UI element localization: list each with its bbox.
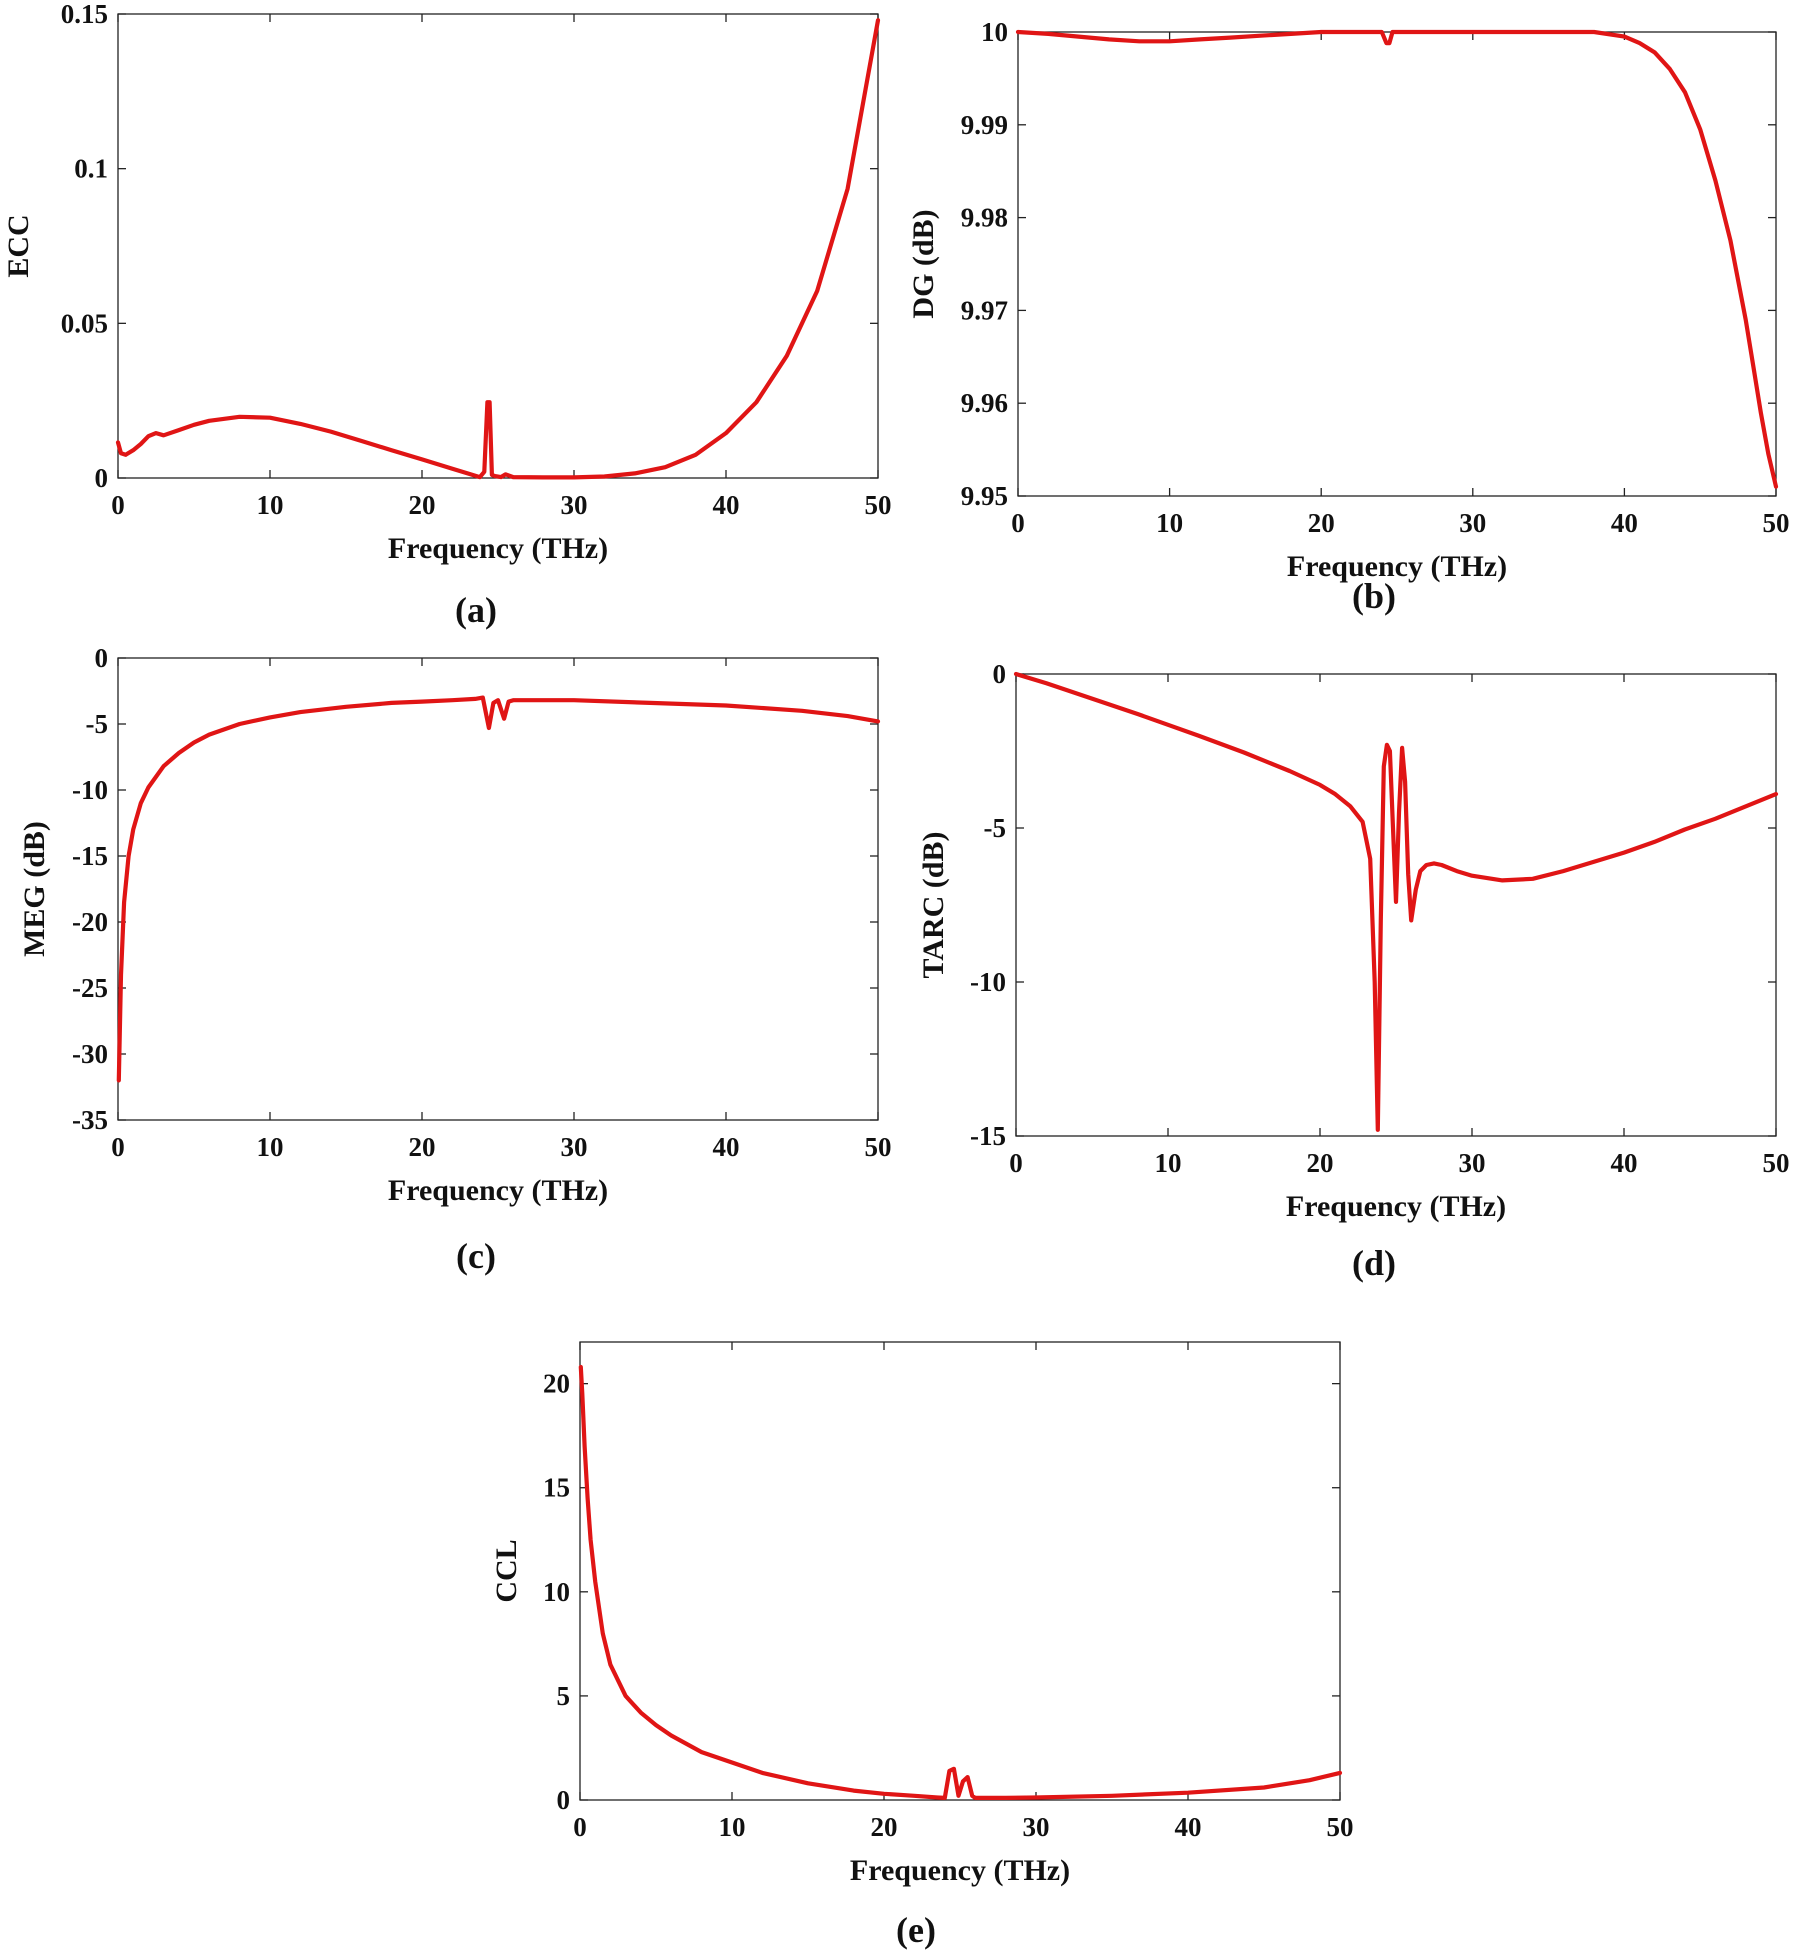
y-tick-label: 20 [543,1369,570,1399]
x-tick-label: 20 [1307,1148,1334,1178]
axes-frame [117,657,879,1121]
y-tick-label: 0 [95,643,109,673]
chart-e: 0 10 20 30 40 50 0 5 10 15 20 Frequency (THz) CCL (e) [490,1341,1354,1950]
series-line [116,695,881,1083]
x-tick-label: 10 [257,1132,284,1162]
x-tick-label: 40 [1611,508,1638,538]
y-tick-label: -20 [72,907,108,937]
y-tick-label: 15 [543,1473,570,1503]
y-tick-label: -5 [984,813,1007,843]
x-tick-label: 40 [1175,1812,1202,1842]
x-tick-label: 50 [865,490,892,520]
y-tick-label: 0 [557,1785,571,1815]
series-line [1015,29,1779,489]
x-tick-label: 20 [1308,508,1335,538]
axes-frame [1015,673,1777,1137]
x-tick-label: 30 [1459,1148,1486,1178]
axes-frame [117,13,879,479]
y-tick-label: 9.96 [961,388,1008,418]
y-tick-label: -5 [86,709,109,739]
panel-label: (c) [456,1236,496,1276]
y-tick-label: 9.98 [961,203,1008,233]
y-axis-label: TARC (dB) [917,832,950,979]
y-tick-label: 9.99 [961,110,1008,140]
x-tick-label: 10 [257,490,284,520]
x-tick-label: 0 [111,1132,125,1162]
x-tick-label: 20 [871,1812,898,1842]
x-tick-label: 0 [573,1812,587,1842]
y-axis-label: MEG (dB) [18,821,51,957]
y-tick-label: -10 [72,775,108,805]
panel-label: (b) [1352,576,1396,616]
x-tick-label: 40 [713,490,740,520]
y-tick-label: 0 [993,659,1007,689]
y-axis-label: CCL [490,1539,523,1602]
y-tick-label: -25 [72,973,108,1003]
x-tick-label: 50 [1763,508,1790,538]
y-tick-label: 0.15 [61,0,108,29]
x-tick-label: 10 [1156,508,1183,538]
y-tick-label: 10 [981,17,1008,47]
x-tick-label: 40 [1611,1148,1638,1178]
panel-label: (a) [455,590,497,630]
x-axis-label: Frequency (THz) [1287,550,1507,583]
x-tick-label: 0 [111,490,125,520]
panel-label: (e) [896,1910,936,1950]
y-tick-label: 0.05 [61,308,108,338]
x-tick-label: 40 [713,1132,740,1162]
x-tick-label: 30 [561,1132,588,1162]
y-tick-label: 10 [543,1577,570,1607]
y-axis-label: ECC [2,214,35,277]
y-tick-label: -10 [970,967,1006,997]
chart-d: 0 10 20 30 40 50 -15 -10 -5 0 Frequency (THz) TARC … [917,659,1790,1283]
x-axis-label: Frequency (THz) [1286,1190,1506,1223]
y-tick-label: -15 [970,1121,1006,1151]
x-tick-label: 30 [1459,508,1486,538]
x-tick-label: 0 [1011,508,1025,538]
series-line [578,1364,1343,1801]
x-tick-label: 30 [561,490,588,520]
x-tick-label: 50 [1763,1148,1790,1178]
y-tick-label: -35 [72,1105,108,1135]
y-tick-label: 5 [557,1681,571,1711]
x-tick-label: 50 [865,1132,892,1162]
panel-label: (d) [1352,1243,1396,1283]
x-axis-label: Frequency (THz) [388,1174,608,1207]
y-tick-label: -30 [72,1039,108,1069]
x-tick-label: 0 [1009,1148,1023,1178]
x-axis-label: Frequency (THz) [850,1854,1070,1887]
series-line [115,18,881,480]
chart-b: 0 10 20 30 40 50 9.95 9.96 9.97 9.98 9.99 10 Frequen… [907,17,1790,616]
x-tick-label: 30 [1023,1812,1050,1842]
chart-c: 0 10 20 30 40 50 -35 -30 -25 -20 -15 -10 -5 0 Frequenc… [18,643,892,1276]
axes-frame [579,1341,1341,1801]
y-tick-label: 9.95 [961,481,1008,511]
y-tick-label: 0.1 [74,154,108,184]
chart-a: 0 10 20 30 40 50 0 0.05 0.1 0.15 Frequency (THz) EC… [2,0,892,630]
series-line [1013,671,1779,1132]
y-tick-label: -15 [72,841,108,871]
x-tick-label: 20 [409,490,436,520]
x-tick-label: 10 [1155,1148,1182,1178]
x-tick-label: 50 [1327,1812,1354,1842]
axes-frame [1017,31,1777,497]
y-axis-label: DG (dB) [907,209,940,318]
y-tick-label: 0 [95,463,109,493]
x-tick-label: 10 [719,1812,746,1842]
x-axis-label: Frequency (THz) [388,532,608,565]
x-tick-label: 20 [409,1132,436,1162]
y-tick-label: 9.97 [961,295,1008,325]
